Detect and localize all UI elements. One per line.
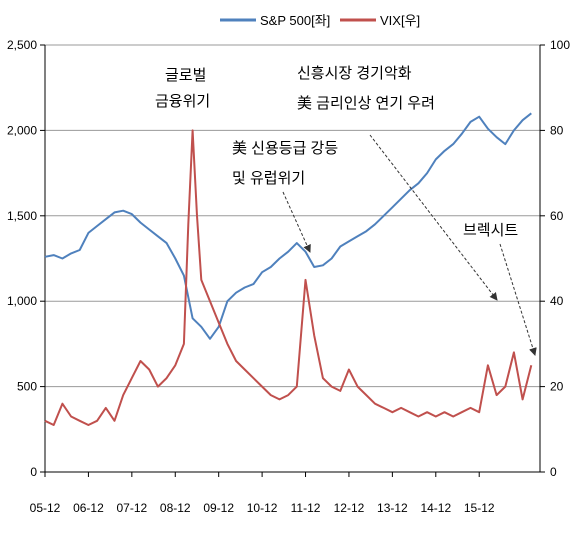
right-tick-label-0: 0	[550, 465, 557, 479]
axes: 0 500 1,000 1,500 2,000 2,500 0 20 40 60 80 100 05-1…	[7, 38, 570, 515]
x-tick-label-2: 07-12	[116, 501, 147, 515]
x-tick-label-4: 09-12	[203, 501, 234, 515]
x-tick-label-6: 11-12	[291, 501, 321, 515]
series-line-vix	[44, 129, 533, 426]
annotation-gfc-line2: 금융위기	[155, 93, 210, 110]
annotation-brexit: 브렉시트	[463, 222, 518, 239]
right-tick-label-2: 40	[550, 294, 564, 308]
right-tick-label-3: 60	[550, 209, 564, 223]
x-tick-label-0: 05-12	[30, 501, 61, 515]
left-tick-label-0: 0	[30, 465, 37, 479]
annotation-em-slowdown-arrow	[369, 134, 498, 301]
legend-label-sp500: S&P 500[좌]	[260, 13, 330, 28]
annotations: 글로벌 금융위기 美 신용등급 강등 및 유럽위기 신흥시장 경기악화 美 금리…	[155, 64, 537, 356]
left-tick-label-5: 2,500	[7, 38, 37, 52]
x-tick-label-1: 06-12	[73, 501, 104, 515]
right-tick-label-5: 100	[550, 38, 570, 52]
right-tick-label-4: 80	[550, 123, 564, 137]
x-tick-label-10: 15-12	[464, 501, 495, 515]
annotation-em-slowdown-line2: 美 금리인상 연기 우려	[297, 95, 435, 112]
annotation-gfc-line1: 글로벌	[165, 67, 206, 84]
series-line-sp500	[44, 112, 532, 340]
legend-label-vix: VIX[우]	[380, 13, 420, 28]
right-tick-label-1: 20	[550, 380, 564, 394]
x-tick-label-3: 08-12	[160, 501, 191, 515]
annotation-us-downgrade-line2: 및 유럽위기	[232, 170, 305, 187]
left-tick-label-1: 500	[17, 380, 37, 394]
plot-series	[44, 112, 533, 426]
legend: S&P 500[좌] VIX[우]	[220, 13, 420, 28]
annotation-us-downgrade-arrow	[282, 191, 311, 253]
x-tick-label-9: 14-12	[420, 501, 451, 515]
left-tick-label-4: 2,000	[7, 123, 37, 137]
annotation-brexit-arrow	[499, 243, 537, 356]
x-tick-label-7: 12-12	[334, 501, 365, 515]
x-tick-label-8: 13-12	[377, 501, 408, 515]
x-tick-label-5: 10-12	[247, 501, 278, 515]
left-tick-label-2: 1,000	[7, 294, 37, 308]
annotation-em-slowdown-line1: 신흥시장 경기악화	[297, 64, 412, 82]
annotation-us-downgrade-line1: 美 신용등급 강등	[232, 140, 338, 157]
left-tick-label-3: 1,500	[7, 209, 37, 223]
